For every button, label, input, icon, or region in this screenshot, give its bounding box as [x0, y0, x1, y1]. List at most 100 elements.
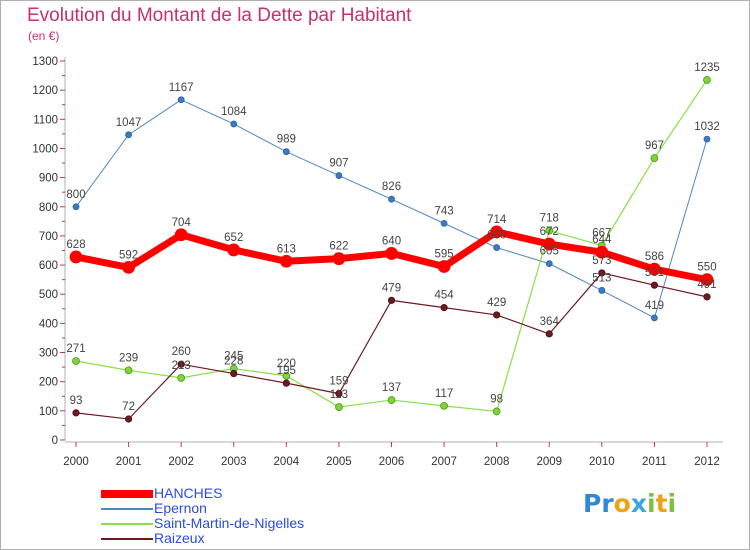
data-point-epernon [282, 148, 290, 156]
data-point-epernon [125, 131, 132, 139]
x-tick-label: 2011 [642, 456, 667, 468]
data-point-saint-martin-de-nigelles [703, 76, 711, 84]
data-label-epernon: 826 [382, 181, 401, 193]
legend-item: HANCHES [101, 485, 421, 501]
legend-label: Saint-Martin-de-Nigelles [154, 515, 305, 531]
y-tick-label: 100 [39, 406, 58, 418]
data-point-hanches [385, 247, 398, 260]
logo-letter: r [601, 489, 614, 518]
data-label-saint-martin-de-nigelles: 1235 [694, 62, 720, 74]
data-label-raizeux: 93 [70, 395, 83, 407]
data-label-saint-martin-de-nigelles: 113 [330, 389, 348, 401]
data-point-saint-martin-de-nigelles [492, 407, 501, 416]
data-point-saint-martin-de-nigelles [282, 371, 291, 380]
y-tick-label: 500 [39, 289, 58, 301]
data-point-epernon [598, 287, 606, 294]
data-point-epernon [545, 260, 553, 268]
data-label-hanches: 613 [277, 243, 296, 255]
data-point-hanches [648, 262, 661, 276]
data-label-saint-martin-de-nigelles: 220 [277, 358, 296, 370]
data-point-saint-martin-de-nigelles [440, 401, 448, 410]
chart-title: Evolution du Montant de la Dette par Hab… [27, 5, 412, 26]
x-tick-label: 2005 [326, 456, 352, 468]
x-tick-label: 2007 [431, 456, 457, 468]
data-label-hanches: 652 [224, 232, 243, 244]
data-label-raizeux: 195 [277, 365, 296, 377]
data-label-hanches: 592 [119, 249, 138, 261]
data-point-raizeux [598, 269, 606, 277]
legend: HANCHES Epernon Saint-Martin-de-Nigelles Ra… [101, 485, 421, 546]
data-point-saint-martin-de-nigelles [177, 374, 186, 382]
data-label-hanches: 672 [540, 226, 559, 238]
data-label-raizeux: 454 [434, 290, 454, 302]
x-tick-label: 2006 [379, 456, 405, 468]
data-label-epernon: 513 [592, 272, 611, 284]
data-label-epernon: 907 [329, 158, 348, 170]
data-point-raizeux [493, 311, 501, 319]
data-point-raizeux [650, 281, 659, 289]
legend-swatch [101, 489, 153, 498]
series-epernon [72, 96, 711, 322]
logo-letter: t [655, 489, 668, 518]
data-label-raizeux: 364 [540, 316, 560, 328]
legend-item: Raizeux [101, 530, 421, 546]
data-point-hanches [332, 252, 346, 266]
data-point-hanches [174, 228, 188, 242]
chart-subtitle: (en €) [28, 29, 60, 43]
x-tick-label: 2010 [589, 456, 615, 468]
data-point-raizeux [703, 293, 711, 301]
y-tick-label: 0 [52, 435, 58, 447]
data-label-hanches: 644 [592, 234, 612, 246]
x-tick-label: 2009 [536, 456, 562, 468]
data-label-saint-martin-de-nigelles: 98 [490, 393, 503, 405]
data-point-hanches [69, 250, 83, 264]
series-hanches [69, 225, 714, 287]
data-label-saint-martin-de-nigelles: 213 [172, 360, 191, 372]
data-point-raizeux [440, 304, 448, 312]
data-label-raizeux: 260 [172, 346, 191, 358]
legend-item: Saint-Martin-de-Nigelles [101, 515, 421, 531]
axes: 0 100 200 300 400 500 600 700 800 900 1000 1100 1200… [32, 56, 723, 468]
logo-letter: i [667, 489, 677, 518]
y-tick-label: 300 [39, 348, 58, 360]
data-point-raizeux [282, 379, 290, 387]
data-label-raizeux: 479 [382, 282, 401, 294]
data-label-raizeux: 429 [487, 297, 506, 309]
logo-letter: i [647, 489, 656, 518]
data-point-raizeux [335, 390, 343, 398]
data-point-hanches [490, 225, 504, 239]
data-point-raizeux [230, 369, 238, 378]
series-raizeux [72, 269, 711, 423]
data-label-epernon: 743 [434, 205, 453, 217]
x-tick-label: 2000 [63, 456, 89, 468]
data-point-saint-martin-de-nigelles [387, 396, 396, 404]
data-point-epernon [177, 96, 185, 104]
data-label-raizeux: 491 [697, 279, 716, 291]
series-layer [69, 76, 714, 423]
data-label-saint-martin-de-nigelles: 245 [224, 351, 243, 363]
data-label-hanches: 714 [487, 214, 507, 226]
data-point-hanches [542, 237, 556, 251]
legend-label: Raizeux [154, 530, 205, 546]
data-point-epernon [72, 203, 80, 211]
y-tick-label: 400 [39, 318, 58, 330]
legend-swatch [101, 522, 153, 525]
y-tick-label: 900 [39, 173, 58, 185]
data-label-epernon: 800 [66, 189, 85, 201]
data-label-epernon: 605 [540, 246, 559, 258]
x-tick-label: 2002 [168, 456, 194, 468]
data-point-saint-martin-de-nigelles [545, 226, 554, 235]
legend-swatch [101, 537, 153, 540]
legend-label: Epernon [154, 500, 207, 516]
y-tick-label: 700 [39, 231, 58, 243]
y-tick-label: 1200 [32, 85, 58, 97]
data-label-saint-martin-de-nigelles: 239 [119, 352, 138, 364]
data-point-saint-martin-de-nigelles [650, 154, 659, 162]
data-point-raizeux [545, 330, 553, 338]
x-tick-label: 2012 [694, 456, 720, 468]
legend-swatch [101, 507, 153, 510]
data-label-hanches: 595 [434, 249, 453, 261]
data-point-epernon [335, 172, 343, 179]
data-point-epernon [651, 314, 658, 322]
